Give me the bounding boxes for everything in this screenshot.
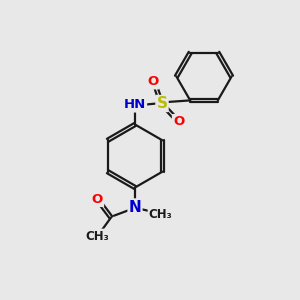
Text: CH₃: CH₃ xyxy=(148,208,172,221)
Text: N: N xyxy=(129,200,141,214)
Text: S: S xyxy=(157,96,167,111)
Text: O: O xyxy=(173,115,184,128)
Text: CH₃: CH₃ xyxy=(85,230,109,243)
Text: O: O xyxy=(147,75,159,88)
Text: HN: HN xyxy=(124,98,146,112)
Text: O: O xyxy=(92,193,103,206)
